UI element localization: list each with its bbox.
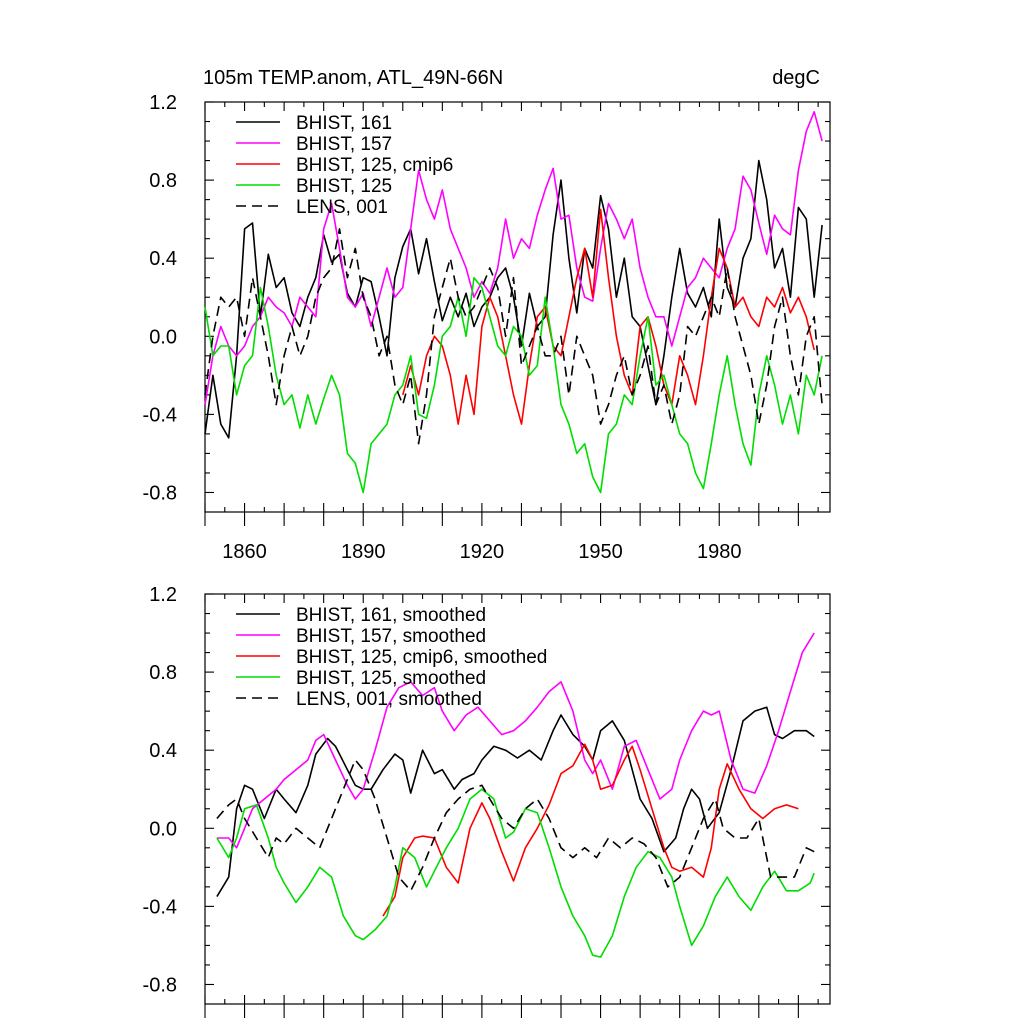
raw-legend-label: BHIST, 125 [296, 176, 392, 197]
smoothed-legend-label: BHIST, 125, cmip6, smoothed [296, 647, 547, 668]
smoothed-panel: -0.8 -0.4 0.0 0.4 0.8 1.2 BHIST, 161, smoothed… [143, 584, 831, 1018]
raw-series-line-2 [402, 208, 815, 425]
smoothed-legend-label: BHIST, 161, smoothed [296, 605, 486, 626]
raw-x-tick-label: 1860 [222, 541, 267, 563]
raw-x-tick-label: 1980 [697, 541, 742, 563]
smoothed-series-line-3 [216, 788, 815, 958]
raw-x-tick-label: 1920 [460, 541, 505, 563]
raw-series-line-4 [204, 228, 823, 445]
raw-series-line-0 [204, 159, 823, 439]
raw-x-tick-label: 1890 [341, 541, 386, 563]
raw-panel: -0.8 -0.4 0.0 0.4 0.8 1.2 1860 1890 1920 1950 1980… [143, 92, 831, 563]
raw-series-line-1 [204, 111, 823, 405]
raw-legend-label: BHIST, 161 [296, 113, 392, 134]
raw-y-tick-label: 0.0 [149, 326, 177, 348]
smoothed-y-tick-label: 1.2 [149, 584, 177, 606]
smoothed-legend-label: LENS, 001, smoothed [296, 689, 482, 710]
raw-y-tick-label: 1.2 [149, 92, 177, 114]
smoothed-y-tick-label: 0.4 [149, 740, 177, 762]
raw-y-tick-label: -0.4 [143, 404, 177, 426]
smoothed-y-tick-label: -0.8 [143, 974, 177, 996]
units-label: degC [772, 67, 820, 89]
raw-series-line-3 [204, 276, 823, 494]
chart-title: 105m TEMP.anom, ATL_49N-66N [203, 67, 503, 89]
raw-legend-label: LENS, 001 [296, 197, 388, 218]
raw-y-tick-label: 0.4 [149, 248, 177, 270]
smoothed-plot-frame [204, 593, 831, 1005]
smoothed-series-line-0 [216, 706, 815, 898]
raw-x-tick-label: 1950 [578, 541, 623, 563]
smoothed-legend-label: BHIST, 157, smoothed [296, 626, 486, 647]
raw-legend-label: BHIST, 125, cmip6 [296, 155, 453, 176]
raw-legend-label: BHIST, 157 [296, 134, 392, 155]
raw-y-tick-label: -0.8 [143, 482, 177, 504]
smoothed-y-tick-label: 0.8 [149, 662, 177, 684]
smoothed-series-line-2 [382, 743, 799, 917]
smoothed-series-line-4 [216, 759, 815, 892]
smoothed-y-tick-label: 0.0 [149, 818, 177, 840]
smoothed-legend-label: BHIST, 125, smoothed [296, 668, 486, 689]
smoothed-series-line-1 [216, 632, 815, 849]
raw-y-tick-label: 0.8 [149, 170, 177, 192]
smoothed-y-tick-label: -0.4 [143, 896, 177, 918]
